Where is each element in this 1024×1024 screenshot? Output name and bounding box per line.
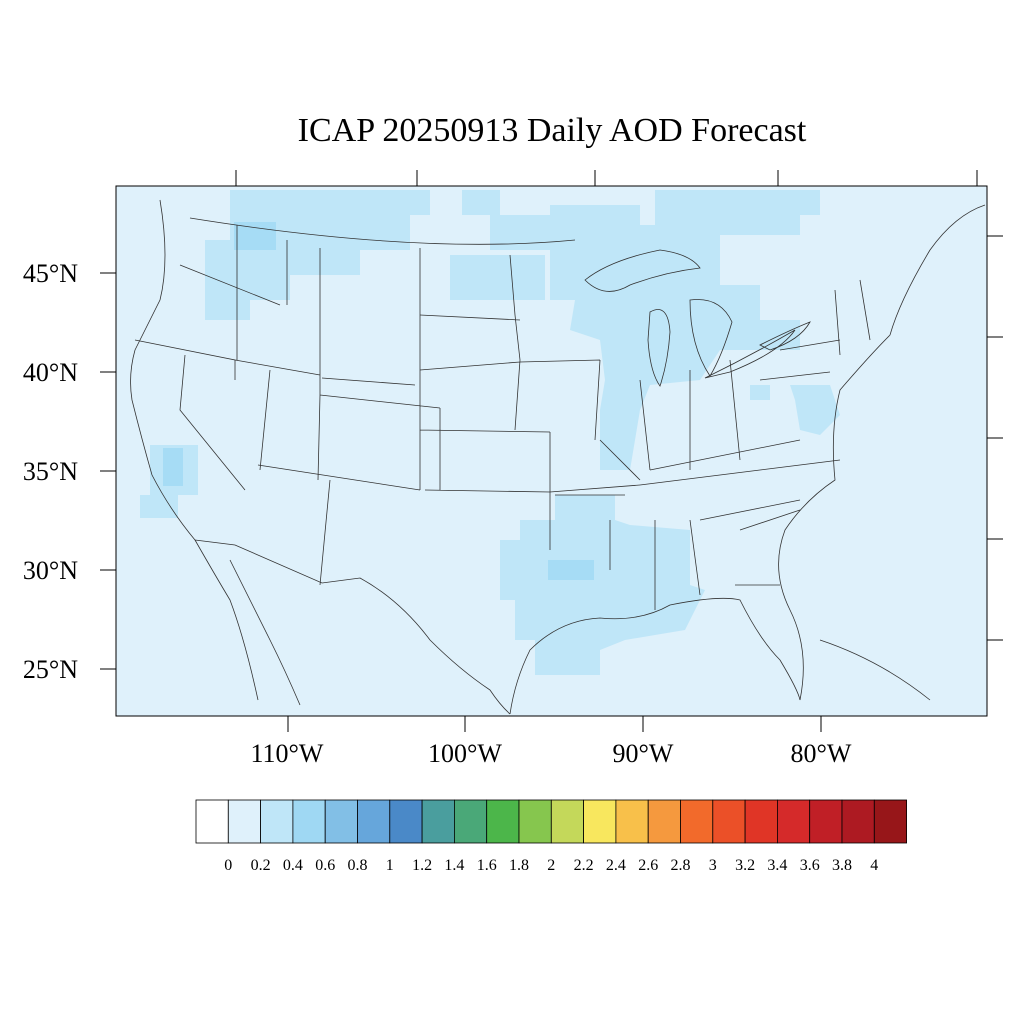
aod-plume-canada-border bbox=[462, 190, 820, 470]
colorbar-swatch bbox=[292, 799, 326, 844]
lake-michigan bbox=[647, 309, 671, 387]
lat-label: 30°N bbox=[23, 556, 78, 585]
west-coast bbox=[130, 199, 259, 701]
aod-high-louisiana bbox=[548, 560, 594, 580]
lon-label: 110°W bbox=[251, 739, 324, 768]
colorbar-label: 2.8 bbox=[671, 857, 691, 874]
colorbar-swatch bbox=[809, 799, 843, 844]
lon-label: 100°W bbox=[428, 739, 502, 768]
aod-high-regions bbox=[163, 222, 594, 580]
colorbar-label: 1.2 bbox=[412, 857, 432, 874]
colorbar-label: 1 bbox=[386, 857, 394, 874]
colorbar-label: 0.6 bbox=[315, 857, 335, 874]
colorbar-label: 2.6 bbox=[638, 857, 658, 874]
left-ticks bbox=[100, 272, 116, 670]
colorbar-label: 3.4 bbox=[767, 857, 787, 874]
colorbar-label: 0.4 bbox=[283, 857, 303, 874]
map-frame bbox=[115, 185, 988, 717]
colorbar-swatch bbox=[227, 799, 262, 844]
aod-plume-mid-atlantic bbox=[750, 385, 840, 435]
lat-label: 25°N bbox=[23, 655, 78, 684]
colorbar-swatch bbox=[357, 799, 391, 844]
colorbar-swatch bbox=[712, 799, 746, 844]
lake-huron bbox=[689, 299, 733, 377]
lon-label: 90°W bbox=[613, 739, 674, 768]
lat-label: 35°N bbox=[23, 457, 78, 486]
colorbar-label: 1.8 bbox=[509, 857, 529, 874]
colorbar-swatch bbox=[260, 799, 294, 844]
colorbar-swatch bbox=[615, 799, 649, 844]
gulf-coast bbox=[509, 597, 801, 715]
colorbar-swatch bbox=[421, 799, 455, 844]
mexico-border bbox=[194, 539, 511, 715]
lat-label: 40°N bbox=[23, 358, 78, 387]
colorbar-label: 3.6 bbox=[800, 857, 820, 874]
colorbar-swatch bbox=[486, 799, 520, 844]
colorbar-swatch bbox=[744, 799, 778, 844]
aod-elevated-regions bbox=[140, 190, 840, 675]
baja-gulf bbox=[229, 559, 301, 706]
colorbar-swatch bbox=[873, 799, 907, 844]
colorbar-label: 0.8 bbox=[348, 857, 368, 874]
lake-erie bbox=[704, 329, 796, 379]
colorbar-label: 3.2 bbox=[735, 857, 755, 874]
lat-label: 45°N bbox=[23, 259, 78, 288]
lon-label: 80°W bbox=[791, 739, 852, 768]
latitude-labels: 45°N 40°N 35°N 30°N 25°N bbox=[23, 259, 78, 684]
map-title: ICAP 20250913 Daily AOD Forecast bbox=[298, 112, 807, 149]
colorbar-swatch bbox=[195, 799, 229, 844]
colorbar-label: 2.2 bbox=[574, 857, 594, 874]
right-ticks bbox=[987, 235, 1003, 641]
lake-superior bbox=[584, 249, 701, 292]
canada-border bbox=[189, 217, 576, 245]
cuba bbox=[819, 639, 931, 701]
map-panel: 45°N 40°N 35°N 30°N 25°N 110°W 100°W 90°… bbox=[23, 170, 1003, 768]
colorbar-swatch bbox=[518, 799, 552, 844]
state-lines-east bbox=[639, 279, 871, 586]
colorbar-swatch bbox=[583, 799, 617, 844]
colorbar-label: 4 bbox=[870, 857, 878, 874]
colorbar-label: 0.2 bbox=[251, 857, 271, 874]
colorbar-swatch bbox=[453, 799, 488, 844]
aod-high-idaho bbox=[234, 222, 276, 250]
colorbar-label: 3 bbox=[709, 857, 717, 874]
colorbar-label: 1.6 bbox=[477, 857, 497, 874]
aod-high-california bbox=[163, 448, 183, 486]
colorbar-swatch bbox=[324, 799, 358, 844]
colorbar-swatch bbox=[777, 799, 811, 844]
colorbar-swatch bbox=[841, 799, 875, 844]
colorbar-swatch bbox=[680, 799, 714, 844]
colorbar-label: 2.4 bbox=[606, 857, 626, 874]
colorbar-swatch bbox=[389, 799, 423, 844]
colorbar-label: 1.4 bbox=[444, 857, 464, 874]
aod-plume-southcentral bbox=[500, 495, 705, 675]
colorbar-swatch bbox=[647, 799, 681, 844]
longitude-labels: 110°W 100°W 90°W 80°W bbox=[251, 739, 852, 768]
east-coast bbox=[778, 204, 986, 701]
colorbar-label: 2 bbox=[547, 857, 555, 874]
political-boundaries bbox=[130, 199, 986, 715]
colorbar-label: 3.8 bbox=[832, 857, 852, 874]
colorbar-swatch bbox=[550, 799, 584, 844]
bottom-ticks bbox=[287, 716, 822, 732]
top-ticks bbox=[235, 170, 978, 186]
colorbar-label: 0 bbox=[224, 857, 232, 874]
colorbar: 0 0.2 0.4 0.6 0.8 1 1.2 1.4 1.6 1.8 2 2.2 2.4 2.6 2.8 3… bbox=[195, 799, 907, 874]
state-lines-west bbox=[134, 225, 551, 586]
lake-ontario bbox=[759, 321, 811, 351]
aod-plume-northdakota bbox=[450, 255, 545, 300]
state-lines-central bbox=[419, 254, 741, 610]
